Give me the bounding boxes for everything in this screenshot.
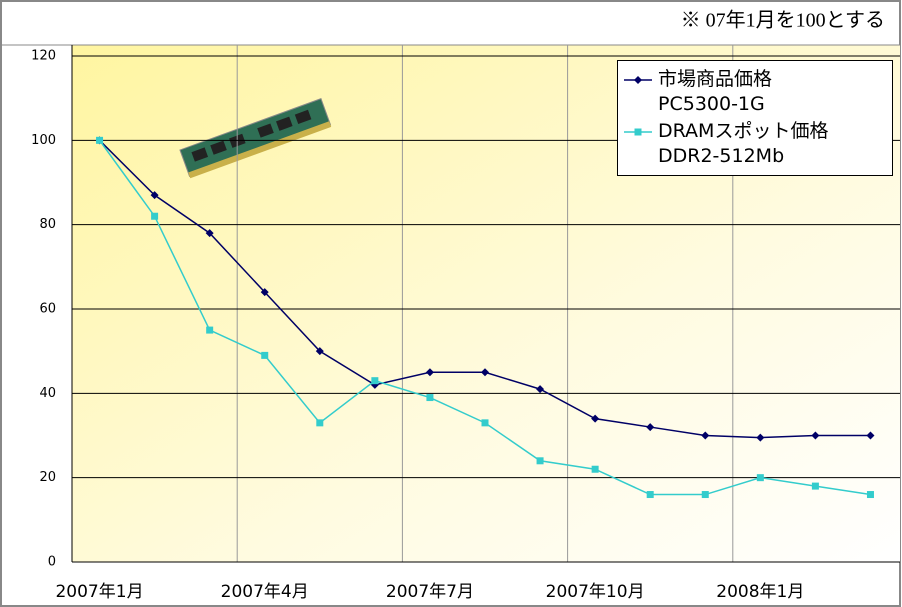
legend-entry: DRAMスポット価格 DDR2-512Mb bbox=[618, 119, 892, 169]
point bbox=[812, 483, 819, 490]
legend-marker bbox=[634, 76, 642, 84]
point bbox=[482, 419, 489, 426]
legend-entry: 市場商品価格 PC5300-1G bbox=[618, 67, 892, 117]
legend-marker bbox=[635, 129, 642, 136]
y-tick-label: 20 bbox=[39, 470, 56, 485]
y-tick-label: 100 bbox=[31, 133, 56, 148]
legend-key bbox=[618, 119, 658, 144]
point bbox=[537, 457, 544, 464]
point bbox=[206, 327, 213, 334]
chart-container: ※ 07年1月を100とする 0 20 40 60 80 100 120 2007年1月 200… bbox=[0, 0, 902, 607]
x-tick-label: 2007年10月 bbox=[546, 582, 645, 602]
point bbox=[757, 474, 764, 481]
legend-key bbox=[618, 67, 658, 92]
x-tick-label: 2007年1月 bbox=[55, 582, 143, 602]
point bbox=[592, 466, 599, 473]
point bbox=[96, 137, 103, 144]
point bbox=[867, 491, 874, 498]
legend-label: DRAMスポット価格 DDR2-512Mb bbox=[658, 119, 828, 169]
y-tick-label: 0 bbox=[48, 555, 56, 570]
x-tick-label: 2007年4月 bbox=[221, 582, 309, 602]
point bbox=[647, 491, 654, 498]
point bbox=[426, 394, 433, 401]
x-tick-label: 2007年7月 bbox=[386, 582, 474, 602]
point bbox=[151, 213, 158, 220]
x-tick-label: 2008年1月 bbox=[716, 582, 804, 602]
y-tick-label: 120 bbox=[31, 49, 56, 64]
point bbox=[702, 491, 709, 498]
y-tick-label: 80 bbox=[39, 217, 56, 232]
point bbox=[261, 352, 268, 359]
y-tick-label: 60 bbox=[39, 302, 56, 317]
point bbox=[316, 419, 323, 426]
point bbox=[371, 377, 378, 384]
note: ※ 07年1月を100とする bbox=[681, 9, 885, 32]
y-tick-label: 40 bbox=[39, 386, 56, 401]
legend-label: 市場商品価格 PC5300-1G bbox=[658, 67, 772, 117]
